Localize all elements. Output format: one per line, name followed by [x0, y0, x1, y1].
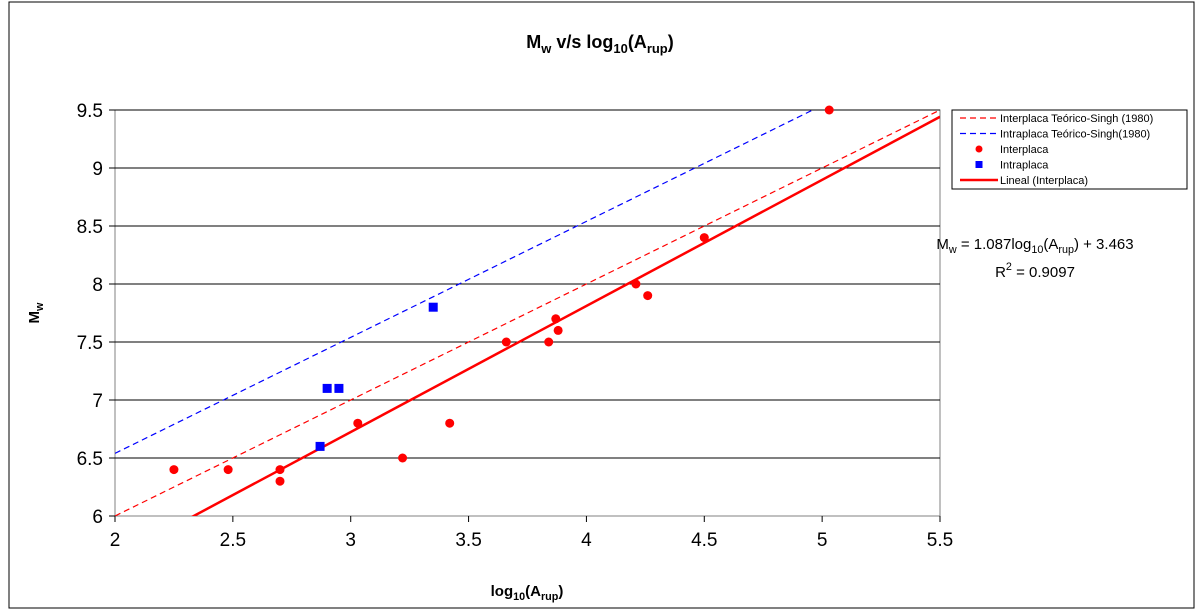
point-interplaca	[544, 337, 554, 347]
x-axis-title: log10(Arup)	[491, 583, 564, 603]
gridlines	[115, 109, 940, 459]
point-interplaca	[353, 418, 363, 428]
point-interplaca	[824, 105, 834, 115]
legend-label: Lineal (Interplaca)	[1000, 175, 1088, 187]
point-interplaca	[223, 465, 233, 475]
point-interplaca	[631, 279, 641, 289]
legend-swatch	[975, 145, 983, 153]
y-tick-label: 9.5	[77, 101, 103, 122]
y-tick-label: 6	[92, 507, 103, 528]
legend-swatch	[975, 161, 983, 168]
series-line-4	[191, 115, 940, 516]
x-tick-label: 3.5	[455, 530, 481, 551]
legend-label: Interplaca	[1000, 144, 1049, 156]
series-line-1	[115, 110, 815, 454]
regression-equation: Mw = 1.087log10(Arup) + 3.463	[936, 236, 1133, 256]
x-tick-label: 2	[110, 530, 121, 551]
y-tick-label: 8.5	[77, 217, 103, 238]
point-interplaca	[643, 291, 653, 301]
legend-box	[951, 109, 1188, 190]
point-interplaca	[551, 314, 561, 324]
y-tick-label: 7	[92, 391, 103, 412]
point-intraplaca	[428, 302, 438, 312]
y-axis-ticks: 6 6.5 7 7.5 8 8.5 9 9.5	[77, 101, 115, 528]
series-points	[169, 105, 834, 486]
point-interplaca	[501, 337, 511, 347]
point-intraplaca	[315, 441, 325, 451]
point-interplaca	[699, 233, 709, 243]
point-interplaca	[398, 453, 408, 463]
series-lines	[115, 110, 940, 516]
chart-title: Mw v/s log10(Arup)	[526, 32, 673, 56]
legend-label: Intraplaca	[1000, 160, 1049, 172]
y-axis-title: Mw	[26, 302, 46, 324]
x-tick-label: 4.5	[691, 530, 717, 551]
legend: Interplaca Teórico-Singh (1980) Intraplac…	[960, 113, 1153, 187]
y-tick-label: 9	[92, 159, 103, 180]
y-tick-label: 7.5	[77, 333, 103, 354]
y-tick-label: 6.5	[77, 449, 103, 470]
point-interplaca	[445, 418, 455, 428]
legend-label: Interplaca Teórico-Singh (1980)	[1000, 113, 1153, 125]
x-tick-label: 5.5	[927, 530, 953, 551]
series-line-0	[115, 110, 940, 516]
regression-r-squared: R2 = 0.9097	[995, 261, 1075, 281]
y-tick-label: 8	[92, 275, 103, 296]
x-tick-label: 4	[581, 530, 592, 551]
x-axis-ticks: 2 2.5 3 3.5 4 4.5 5 5.5	[110, 516, 953, 551]
point-intraplaca	[322, 383, 332, 393]
point-intraplaca	[334, 383, 344, 393]
point-interplaca	[553, 325, 563, 335]
x-tick-label: 2.5	[220, 530, 246, 551]
point-interplaca	[169, 465, 179, 475]
x-tick-label: 3	[345, 530, 356, 551]
point-interplaca	[275, 476, 285, 486]
point-interplaca	[275, 465, 285, 475]
legend-label: Intraplaca Teórico-Singh(1980)	[1000, 129, 1150, 141]
x-tick-label: 5	[817, 530, 828, 551]
